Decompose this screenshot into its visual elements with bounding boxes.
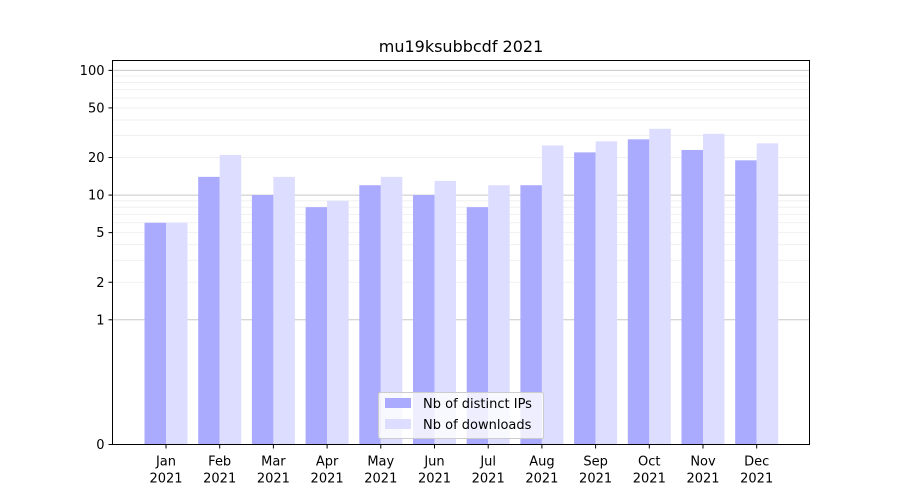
bar-downloads	[219, 154, 242, 445]
bar-downloads	[756, 143, 779, 445]
x-tick-label: Apr 2021	[311, 455, 344, 487]
legend-label-ips: Nb of distinct IPs	[423, 397, 532, 412]
x-tick-label: Aug 2021	[525, 455, 558, 487]
y-tick-label: 0	[96, 438, 104, 453]
bar-distinct-ips	[251, 195, 274, 445]
legend-swatch-downloads	[385, 419, 411, 429]
x-tick-label: Jun 2021	[418, 455, 451, 487]
bar-downloads	[488, 185, 510, 445]
chart-title: mu19ksubbcdf 2021	[379, 37, 544, 56]
x-tick-label: Oct 2021	[633, 455, 666, 487]
legend-box	[378, 392, 544, 439]
bar-downloads	[541, 145, 564, 445]
y-tick-label: 2	[96, 276, 104, 291]
y-tick-label: 1	[96, 313, 104, 328]
x-axis: Jan 2021 Feb 2021 Mar 2021 Apr 2021 May 2021 Jun 20…	[149, 444, 773, 487]
bar-distinct-ips	[198, 176, 220, 445]
x-tick-label: Dec 2021	[740, 455, 773, 487]
bar-downloads	[649, 128, 671, 445]
bar-distinct-ips	[466, 207, 489, 445]
bar-distinct-ips	[413, 195, 435, 445]
legend: Nb of distinct IPs Nb of downloads	[378, 392, 544, 439]
plot-frame	[112, 60, 810, 445]
bar-distinct-ips	[520, 185, 542, 445]
x-tick-label: Jul 2021	[472, 455, 505, 487]
bar-downloads	[703, 133, 725, 445]
x-tick-label: Nov 2021	[686, 455, 719, 487]
bar-downloads	[273, 176, 295, 445]
x-tick-label: Jan 2021	[149, 455, 182, 487]
bar-distinct-ips	[144, 222, 166, 445]
legend-swatch-ips	[385, 398, 411, 408]
legend-label-downloads: Nb of downloads	[423, 418, 532, 433]
bar-distinct-ips	[681, 149, 703, 445]
x-tick-label: Sep 2021	[579, 455, 612, 487]
y-axis: 0 1 2 5 10 20 50 100	[80, 64, 113, 453]
x-tick-label: May 2021	[364, 455, 397, 487]
bar-downloads	[434, 180, 456, 445]
y-tick-label: 20	[88, 151, 105, 166]
bar-distinct-ips	[574, 152, 596, 445]
bar-downloads	[166, 222, 188, 445]
bar-downloads	[380, 176, 403, 445]
y-tick-label: 50	[88, 101, 105, 116]
x-tick-label: Mar 2021	[257, 455, 290, 487]
x-tick-label: Feb 2021	[203, 455, 236, 487]
bar-downloads	[595, 141, 618, 445]
bar-distinct-ips	[735, 160, 757, 445]
bar-distinct-ips	[627, 139, 650, 445]
y-tick-label: 5	[96, 226, 104, 241]
bar-downloads	[327, 200, 349, 445]
y-tick-label: 100	[80, 64, 105, 79]
bars	[144, 128, 779, 445]
bar-distinct-ips	[305, 207, 328, 445]
y-tick-label: 10	[88, 189, 105, 204]
bar-distinct-ips	[359, 185, 381, 445]
